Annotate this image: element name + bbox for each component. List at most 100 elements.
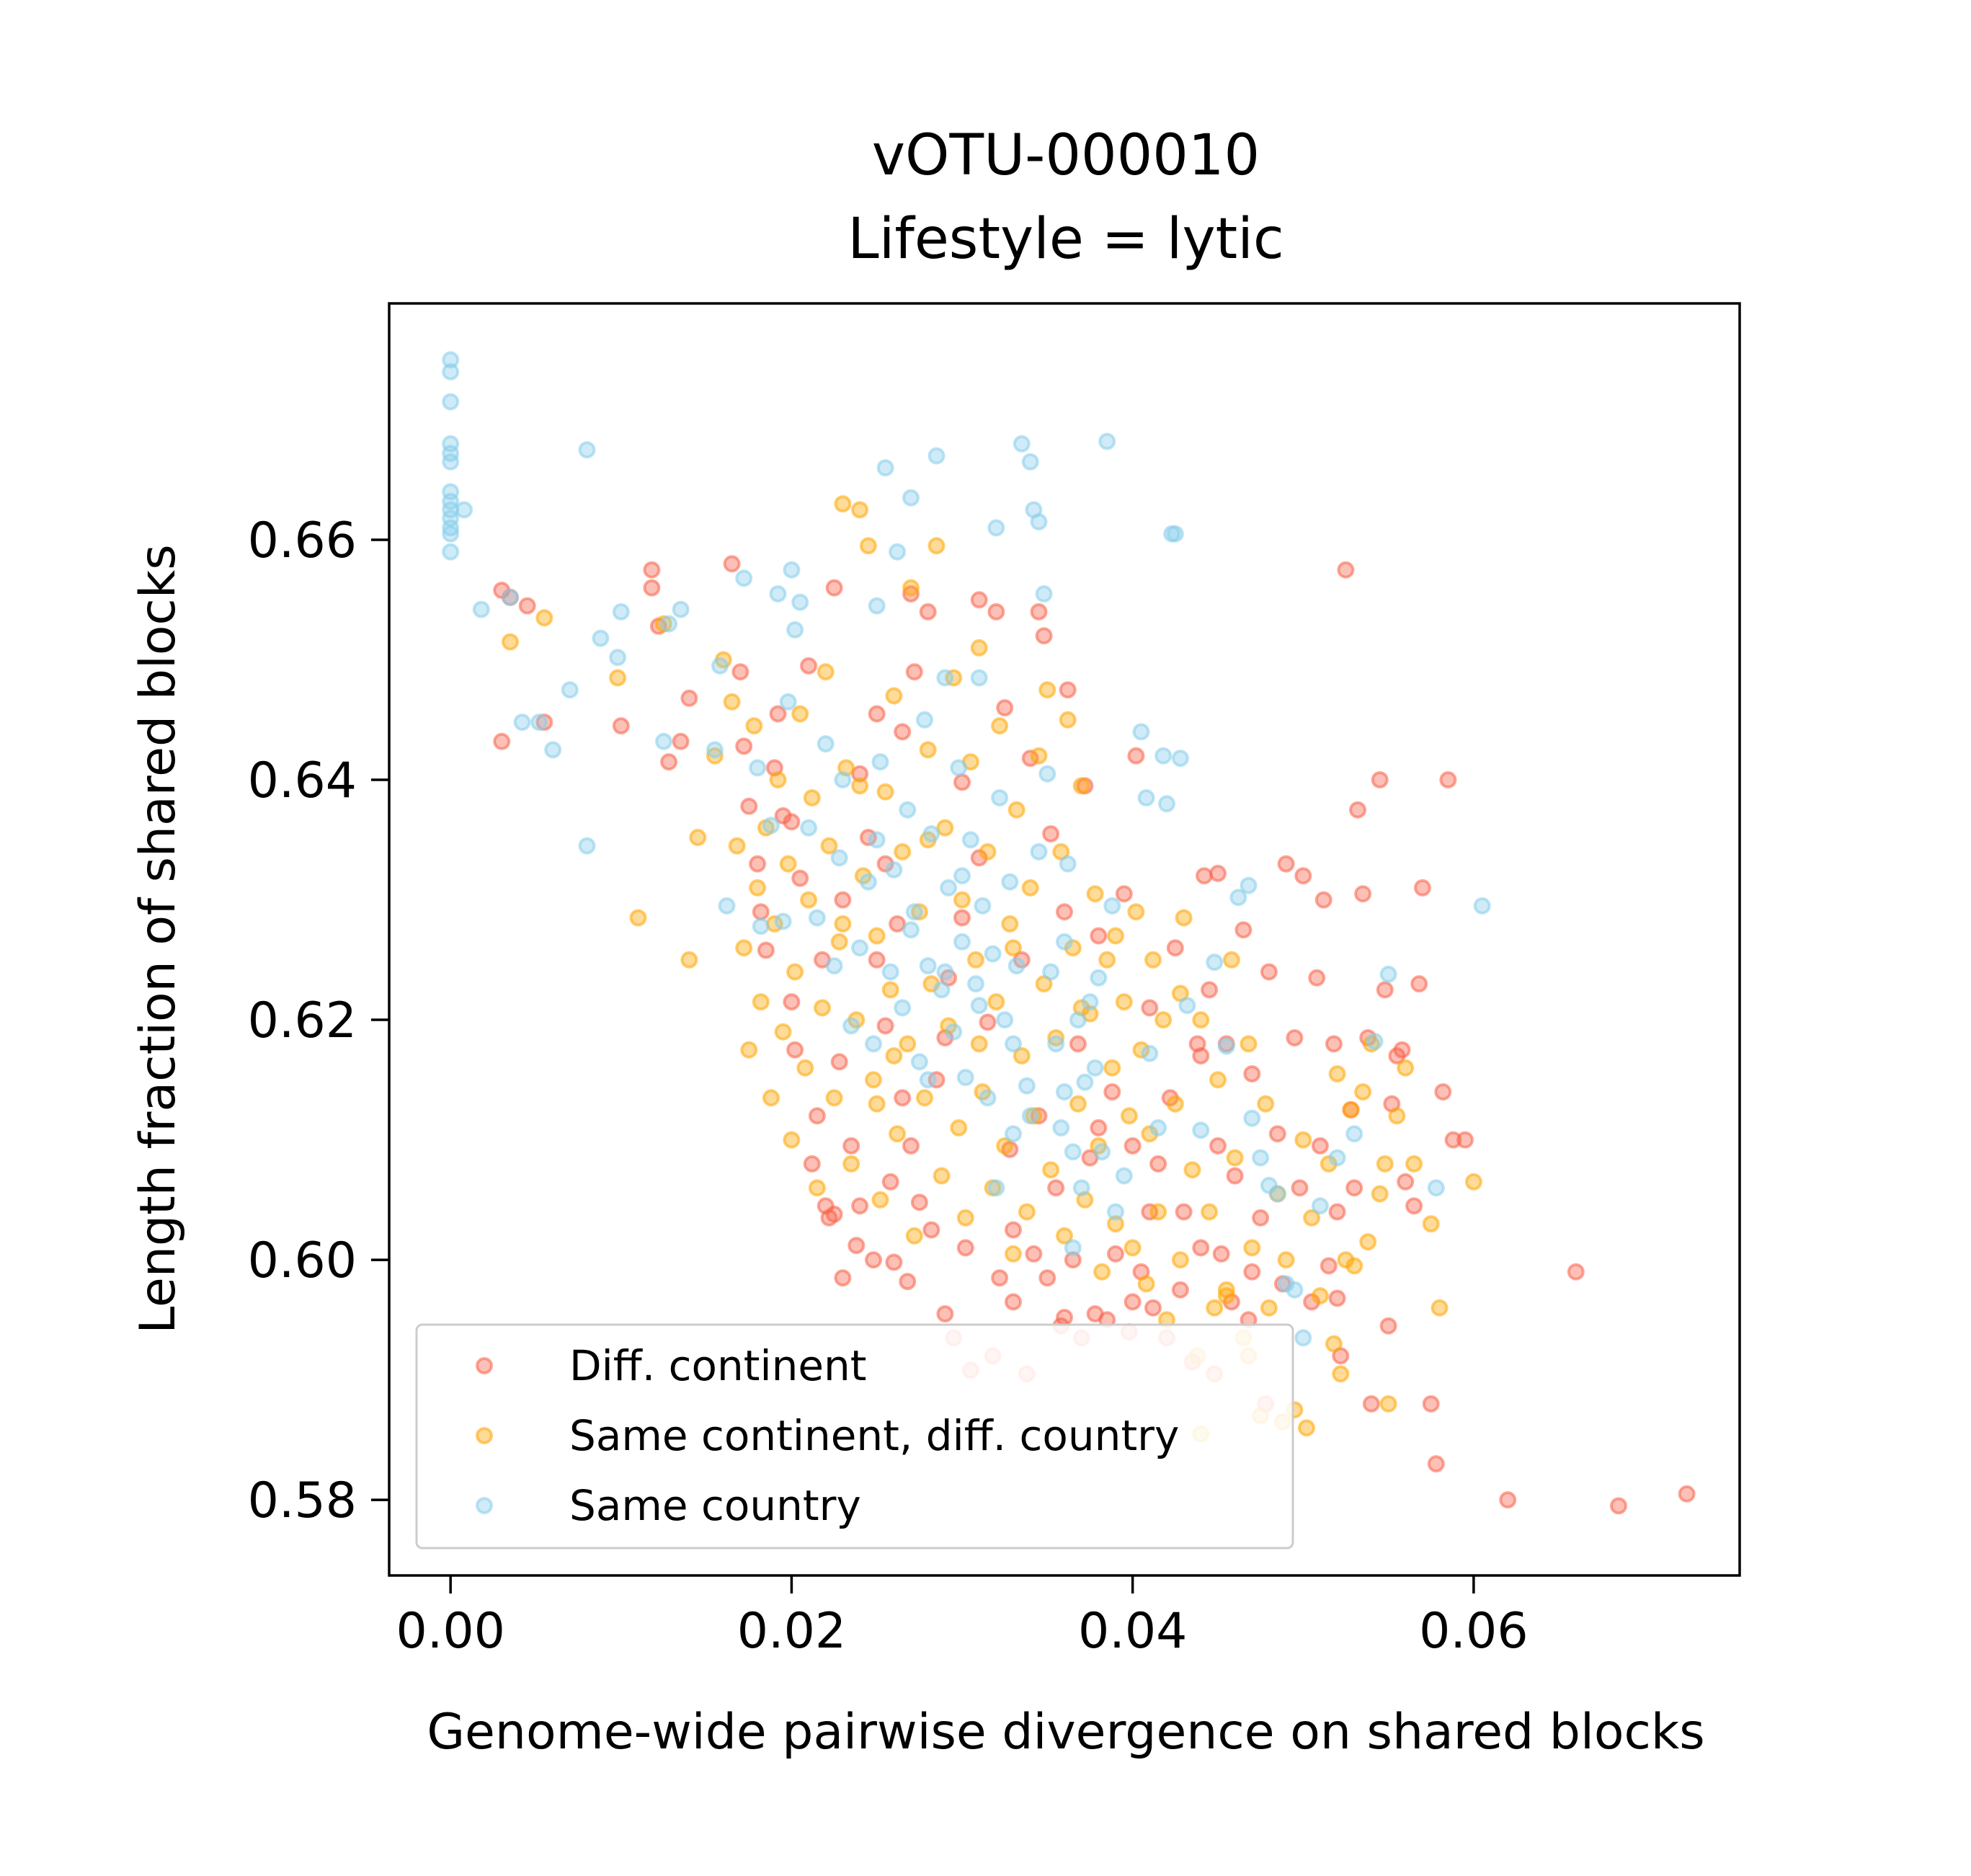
x-tick-label-4: 0.06 — [1419, 1603, 1528, 1660]
point-s2-47 — [885, 687, 903, 705]
point-s2-102 — [1124, 1239, 1142, 1257]
point-s2-163 — [1005, 939, 1022, 957]
point-s1-16 — [740, 797, 758, 815]
point-s3-112 — [1149, 1119, 1167, 1137]
legend-label-1: Diff. continent — [569, 1341, 867, 1390]
point-s2-127 — [1257, 1095, 1275, 1113]
chart-title-line-2: Lifestyle = lytic — [847, 207, 1284, 272]
point-s1-118 — [1260, 963, 1278, 981]
point-s2-147 — [1371, 1185, 1389, 1203]
point-s3-130 — [1294, 1329, 1312, 1347]
point-s2-155 — [1464, 1173, 1482, 1191]
point-s2-168 — [851, 777, 869, 795]
point-s1-95 — [1144, 1299, 1162, 1317]
point-s2-69 — [979, 843, 997, 861]
point-s3-103 — [1086, 1059, 1104, 1077]
point-s3-136 — [1427, 1179, 1445, 1197]
point-s2-154 — [1431, 1299, 1449, 1317]
point-s1-72 — [1035, 627, 1053, 645]
point-s1-158 — [1610, 1497, 1627, 1515]
point-s1-5 — [535, 713, 553, 732]
legend-marker-2 — [476, 1427, 493, 1444]
legend: Diff. continent Same continent, diff. cou… — [415, 1323, 1294, 1550]
point-s2-113 — [1175, 909, 1193, 927]
point-s3-119 — [1192, 1121, 1210, 1139]
point-s1-28 — [808, 1107, 826, 1125]
point-s1-57 — [956, 1239, 974, 1257]
point-s1-136 — [1349, 801, 1366, 819]
point-s3-22 — [578, 837, 596, 855]
point-s3-28 — [672, 600, 690, 618]
point-s3-83 — [1001, 873, 1019, 891]
point-s3-114 — [1158, 795, 1175, 813]
point-s3-75 — [967, 975, 984, 993]
point-s1-165 — [825, 1205, 843, 1223]
point-s2-66 — [967, 951, 984, 969]
point-s3-66 — [927, 447, 946, 465]
point-s2-152 — [1405, 1155, 1423, 1173]
point-s2-62 — [950, 1119, 968, 1137]
point-s3-135 — [1379, 965, 1397, 983]
point-s1-64 — [996, 699, 1014, 717]
point-s1-160 — [1209, 864, 1227, 882]
point-s3-93 — [1042, 963, 1060, 981]
point-s3-96 — [1056, 933, 1073, 951]
point-s2-75 — [1005, 1245, 1022, 1263]
point-s1-34 — [834, 891, 852, 909]
point-s2-116 — [1192, 1011, 1210, 1029]
point-s1-159 — [1678, 1485, 1696, 1503]
point-s3-44 — [817, 735, 835, 753]
point-s2-14 — [745, 717, 763, 735]
point-s1-148 — [1410, 975, 1428, 993]
point-s1-121 — [1277, 855, 1295, 873]
plot-frame — [388, 302, 1741, 1577]
point-s2-104 — [1132, 1041, 1150, 1059]
point-s1-162 — [1124, 1293, 1142, 1311]
point-s2-49 — [894, 843, 912, 861]
point-s3-144 — [953, 867, 971, 885]
point-s3-127 — [1268, 1185, 1286, 1203]
point-s1-13 — [723, 555, 741, 573]
point-s2-94 — [1086, 885, 1104, 903]
point-s3-29 — [706, 741, 724, 759]
point-s2-81 — [1030, 747, 1048, 765]
point-s3-79 — [984, 945, 1002, 963]
point-s3-6 — [442, 453, 460, 471]
point-s3-37 — [774, 912, 792, 930]
point-s3-41 — [791, 593, 809, 611]
y-tick-label-2: 0.60 — [248, 1232, 357, 1289]
point-s1-14 — [731, 663, 749, 681]
y-tick-label-3: 0.62 — [248, 992, 357, 1049]
point-s3-85 — [1007, 957, 1025, 975]
point-s3-110 — [1137, 789, 1155, 806]
point-s2-108 — [1149, 1203, 1167, 1221]
point-s1-141 — [1376, 981, 1394, 999]
point-s1-123 — [1291, 1179, 1309, 1197]
point-s3-104 — [1090, 969, 1108, 987]
point-s2-41 — [859, 537, 877, 555]
point-s2-72 — [991, 717, 1009, 735]
point-s2-37 — [842, 1155, 860, 1173]
point-s2-118 — [1206, 1299, 1224, 1317]
chart-title-line-1: vOTU-000010 — [872, 123, 1260, 188]
point-s3-143 — [1056, 1083, 1073, 1101]
point-s3-57 — [889, 543, 907, 561]
point-s3-23 — [592, 629, 610, 647]
point-s1-167 — [868, 951, 886, 969]
point-s3-74 — [961, 831, 979, 849]
point-s2-76 — [1007, 801, 1025, 819]
point-s3-42 — [800, 819, 818, 837]
point-s1-139 — [1362, 1395, 1380, 1413]
point-s3-125 — [1252, 1149, 1270, 1167]
point-s1-87 — [1103, 1083, 1121, 1101]
point-s1-48 — [905, 663, 923, 681]
point-s3-131 — [1311, 1197, 1329, 1215]
point-s1-154 — [1444, 1131, 1462, 1149]
point-s3-139 — [1030, 843, 1048, 861]
point-s2-33 — [825, 1089, 843, 1107]
point-s1-62 — [987, 603, 1005, 621]
point-s2-53 — [910, 903, 928, 921]
point-s3-34 — [752, 917, 770, 935]
point-s3-24 — [609, 649, 627, 667]
point-s3-25 — [612, 603, 630, 621]
